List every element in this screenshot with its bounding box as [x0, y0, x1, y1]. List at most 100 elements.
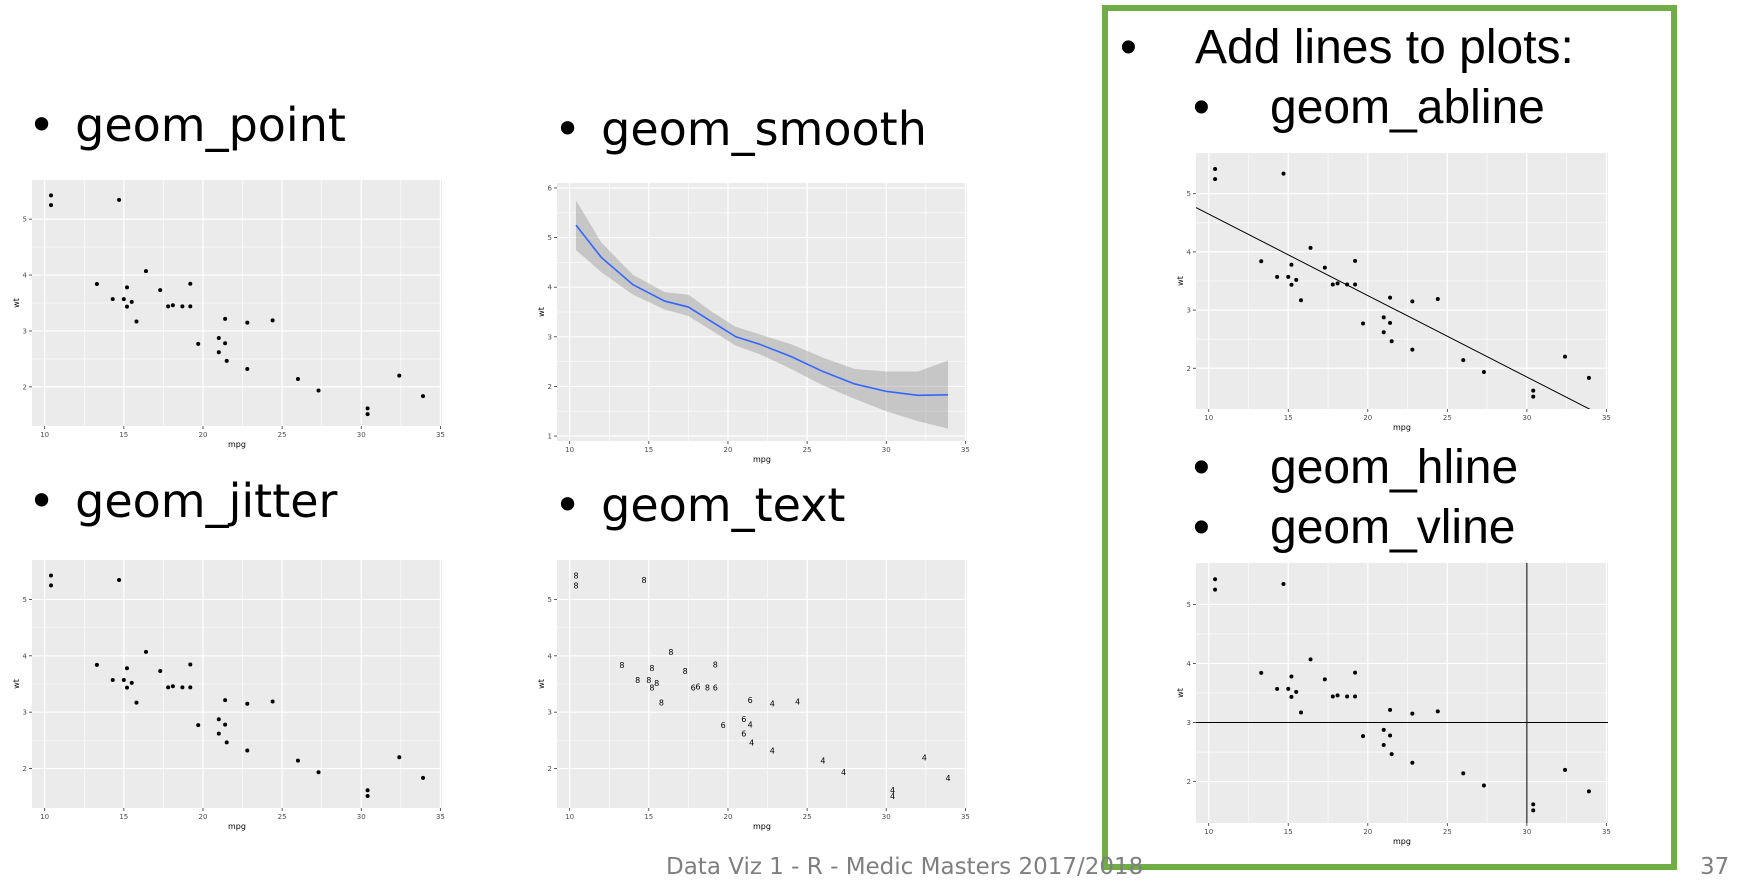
data-point: [1381, 315, 1386, 320]
x-tick-label: 20: [724, 446, 733, 454]
data-point: [121, 297, 126, 302]
data-point: [295, 758, 300, 763]
data-label: 8: [683, 667, 688, 676]
x-tick-label: 10: [40, 431, 49, 439]
y-tick-label: 4: [548, 284, 553, 292]
data-label: 4: [795, 697, 800, 706]
data-point: [1410, 760, 1415, 765]
data-point: [124, 304, 129, 309]
data-point: [1330, 282, 1335, 287]
data-point: [134, 700, 139, 705]
x-axis-label: mpg: [753, 822, 771, 831]
x-tick-label: 25: [278, 431, 287, 439]
data-point: [397, 373, 402, 378]
data-point: [365, 406, 370, 411]
data-point: [1275, 274, 1280, 279]
data-label: 8: [573, 572, 578, 581]
data-point: [1353, 282, 1358, 287]
data-point: [1294, 277, 1299, 282]
data-point: [188, 685, 193, 690]
x-tick-label: 35: [1602, 414, 1611, 422]
data-point: [1259, 259, 1264, 264]
data-point: [1531, 394, 1536, 399]
y-tick-label: 2: [548, 383, 552, 391]
data-point: [1281, 581, 1286, 586]
data-point: [1388, 707, 1393, 712]
data-point: [1389, 752, 1394, 757]
data-point: [1213, 177, 1218, 182]
data-point: [1389, 339, 1394, 344]
data-label: 6: [721, 721, 726, 730]
data-point: [129, 680, 134, 685]
data-point: [143, 269, 148, 274]
data-point: [1289, 262, 1294, 267]
y-tick-label: 3: [548, 709, 552, 717]
y-axis-label: wt: [537, 307, 546, 317]
data-point: [188, 281, 193, 286]
plot-geom-text: 10 15 20 25 30 35 2 3 4 5 mpg wt 6 6 4 6 8 6 8 4 4 6 6 8 8 8 8 8 8 4 4…: [537, 560, 970, 832]
x-tick-label: 20: [199, 431, 208, 439]
y-tick-label: 4: [548, 652, 553, 660]
plot-layer: [48, 573, 426, 798]
x-tick-label: 25: [278, 813, 287, 821]
y-tick-label: 4: [1187, 660, 1192, 668]
y-tick-label: 2: [1187, 365, 1191, 373]
confidence-band: [575, 200, 949, 429]
data-point: [1410, 711, 1415, 716]
data-label: 8: [705, 683, 710, 692]
x-tick-label: 15: [119, 431, 128, 439]
data-point: [224, 740, 229, 745]
chart-svg: 10 15 20 25 30 35 1 2 3 4 5 6 mpg wt: [537, 183, 970, 464]
data-point: [117, 197, 122, 202]
x-axis-label: mpg: [228, 440, 246, 449]
data-point: [117, 578, 122, 583]
x-tick-label: 30: [882, 446, 891, 454]
data-label: 8: [635, 676, 640, 685]
y-tick-label: 4: [23, 652, 28, 660]
x-tick-label: 20: [1363, 414, 1372, 422]
bullet-geom-text: • geom_text: [554, 478, 846, 532]
data-point: [1353, 670, 1358, 675]
data-point: [170, 684, 175, 689]
data-label: 6: [695, 682, 700, 691]
y-tick-label: 5: [548, 596, 552, 604]
x-tick-label: 10: [1204, 414, 1213, 422]
data-point: [316, 388, 321, 393]
x-tick-label: 20: [199, 813, 208, 821]
y-axis-label: wt: [12, 298, 21, 308]
data-point: [196, 723, 201, 728]
y-tick-label: 3: [1187, 719, 1191, 727]
data-point: [316, 770, 321, 775]
data-point: [1381, 743, 1386, 747]
x-tick-label: 35: [961, 446, 970, 454]
data-point: [1563, 354, 1568, 359]
data-label: 4: [922, 753, 927, 762]
y-axis-label: wt: [1176, 276, 1185, 286]
data-point: [129, 299, 134, 304]
x-tick-label: 15: [644, 813, 653, 821]
data-point: [1286, 686, 1291, 691]
data-point: [48, 573, 53, 578]
plot-geom-point: 10 15 20 25 30 35 2 3 4 5 mpg wt: [12, 180, 445, 450]
data-label: 4: [841, 768, 846, 777]
y-tick-label: 2: [23, 765, 27, 773]
data-point: [1289, 282, 1294, 287]
data-point: [1322, 677, 1327, 682]
data-point: [1586, 789, 1591, 794]
y-tick-label: 5: [1187, 190, 1191, 198]
data-label: 4: [890, 792, 895, 801]
y-tick-label: 5: [23, 596, 27, 604]
data-point: [365, 793, 370, 798]
x-tick-label: 10: [565, 446, 574, 454]
data-point: [1345, 694, 1350, 699]
x-tick-label: 30: [1522, 414, 1531, 422]
x-tick-label: 15: [1284, 828, 1293, 836]
y-tick-label: 5: [548, 234, 552, 242]
data-point: [1586, 375, 1591, 380]
y-tick-label: 1: [548, 433, 552, 441]
y-tick-label: 4: [23, 272, 28, 280]
abline: [1196, 207, 1591, 409]
data-point: [1381, 727, 1386, 732]
y-tick-label: 3: [548, 333, 552, 341]
